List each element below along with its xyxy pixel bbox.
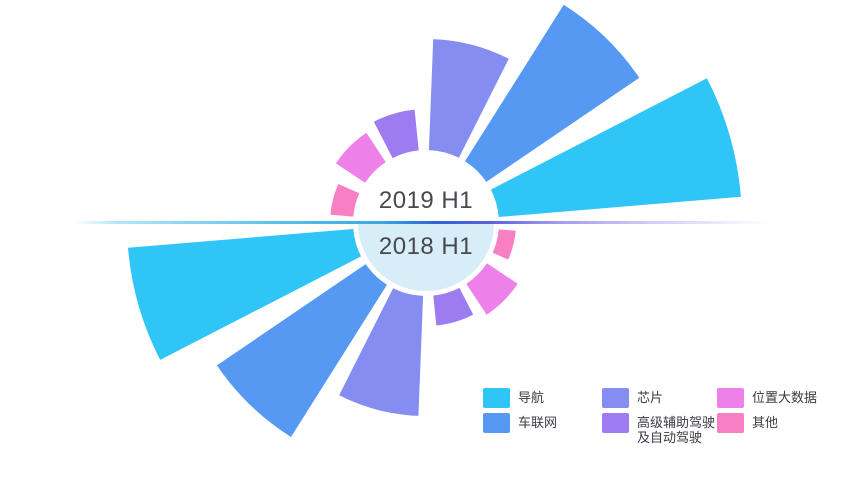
wedge-2019-h1-location_big_data[interactable] xyxy=(335,132,386,183)
legend-item-connected-car[interactable]: 车联网 xyxy=(483,413,602,445)
wedge-2018-h1-adas[interactable] xyxy=(433,287,474,326)
legend-swatch-other xyxy=(717,413,744,433)
legend-item-other[interactable]: 其他 xyxy=(717,413,817,445)
wedge-2018-h1-other[interactable] xyxy=(492,229,516,260)
center-circle-top-half xyxy=(358,155,494,223)
center-circle-bottom-half xyxy=(358,223,494,291)
period-label-2019: 2019 H1 xyxy=(378,187,474,214)
legend-label-other: 其他 xyxy=(752,415,779,430)
legend-label-adas: 高级辅助驾驶及自动驾驶 xyxy=(637,415,716,445)
axis-divider-line xyxy=(75,221,770,224)
legend-swatch-location-big-data xyxy=(717,388,744,408)
legend-label-connected-car: 车联网 xyxy=(518,415,558,430)
legend-swatch-connected-car xyxy=(483,413,510,433)
wedge-2018-h1-chip[interactable] xyxy=(339,288,424,416)
legend-swatch-navigation xyxy=(483,388,510,408)
wedge-2019-h1-adas[interactable] xyxy=(373,109,419,159)
wedge-2018-h1-navigation[interactable] xyxy=(128,229,362,360)
wedge-2018-h1-location_big_data[interactable] xyxy=(466,263,518,315)
period-label-2018: 2018 H1 xyxy=(378,233,474,260)
legend-swatch-adas xyxy=(602,413,629,433)
wedge-2019-h1-other[interactable] xyxy=(330,184,360,217)
legend: 导航 车联网 芯片 高级辅助驾驶及自动驾驶 位置大数据 其他 xyxy=(483,388,817,445)
legend-item-adas[interactable]: 高级辅助驾驶及自动驾驶 xyxy=(602,413,717,445)
wedge-2019-h1-navigation[interactable] xyxy=(490,78,741,217)
legend-item-navigation[interactable]: 导航 xyxy=(483,388,602,413)
wedge-2019-h1-chip[interactable] xyxy=(428,39,509,158)
legend-label-navigation: 导航 xyxy=(518,390,545,405)
legend-swatch-chip xyxy=(602,388,629,408)
legend-label-location-big-data: 位置大数据 xyxy=(752,390,818,405)
legend-label-chip: 芯片 xyxy=(637,390,664,405)
wedge-2019-h1-connected_car[interactable] xyxy=(465,4,640,182)
wedge-2018-h1-connected_car[interactable] xyxy=(216,264,387,437)
legend-item-location-big-data[interactable]: 位置大数据 xyxy=(717,388,817,413)
legend-item-chip[interactable]: 芯片 xyxy=(602,388,717,413)
